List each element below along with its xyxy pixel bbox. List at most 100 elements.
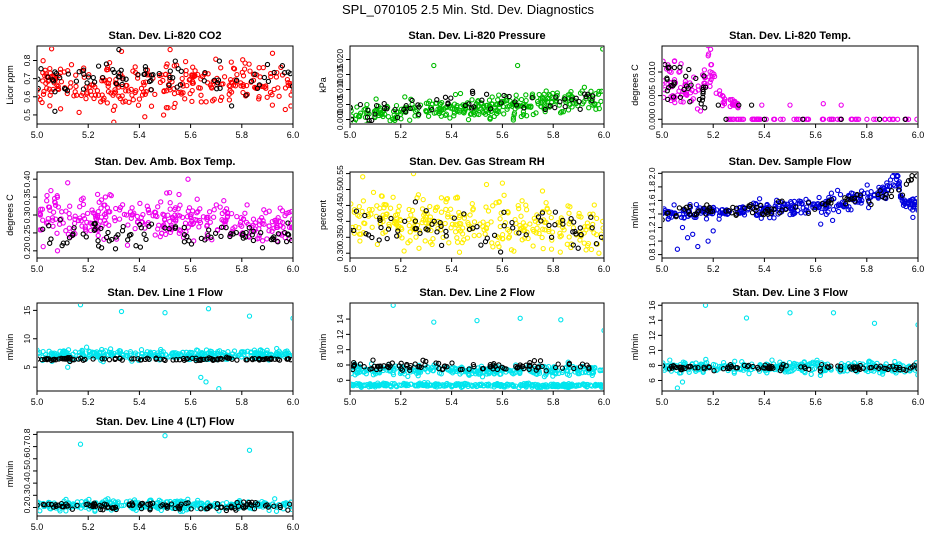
data-point xyxy=(408,212,414,218)
data-point xyxy=(443,228,449,235)
data-point xyxy=(396,203,402,209)
data-point xyxy=(529,95,535,101)
data-point xyxy=(708,61,715,68)
data-point xyxy=(228,103,235,109)
x-tick-label: 5.4 xyxy=(758,264,771,274)
data-point xyxy=(426,220,432,226)
data-point xyxy=(84,91,90,97)
data-point xyxy=(271,69,277,76)
data-point xyxy=(57,66,64,72)
data-point xyxy=(888,193,895,200)
data-point xyxy=(557,99,563,105)
data-point xyxy=(209,237,215,243)
data-point xyxy=(597,367,603,373)
data-point xyxy=(130,502,136,508)
y-tick-label: 8 xyxy=(335,362,345,367)
x-tick-label: 5.0 xyxy=(31,397,44,407)
data-point xyxy=(142,64,149,70)
data-point xyxy=(211,77,218,83)
data-point xyxy=(530,226,536,233)
data-point xyxy=(536,230,542,237)
data-point xyxy=(162,310,168,316)
data-point xyxy=(895,181,901,188)
data-point xyxy=(896,361,903,367)
data-point xyxy=(241,499,247,505)
data-point xyxy=(687,99,693,105)
y-tick-label: 1.2 xyxy=(647,221,657,233)
data-point xyxy=(514,62,521,69)
data-point xyxy=(391,381,398,387)
data-point xyxy=(593,106,599,112)
data-point xyxy=(858,200,864,206)
data-point xyxy=(145,501,151,507)
data-point xyxy=(877,188,883,194)
data-point xyxy=(488,108,495,114)
data-point xyxy=(175,66,181,72)
data-point xyxy=(61,69,67,75)
data-point xyxy=(200,356,207,363)
x-tick-label: 5.6 xyxy=(184,522,197,532)
data-point xyxy=(884,180,890,186)
data-point xyxy=(506,234,513,240)
data-point xyxy=(132,89,138,96)
data-point xyxy=(763,116,769,122)
data-point xyxy=(548,214,554,221)
data-point xyxy=(771,215,777,221)
data-point xyxy=(842,195,848,201)
data-point xyxy=(47,103,53,109)
data-point xyxy=(228,505,235,511)
data-point xyxy=(388,384,394,390)
data-point xyxy=(187,213,194,219)
data-point xyxy=(280,506,286,512)
data-point xyxy=(290,315,292,321)
data-point xyxy=(277,502,283,509)
data-point xyxy=(109,505,115,511)
data-point xyxy=(707,69,713,75)
data-point xyxy=(189,350,195,356)
data-point xyxy=(238,350,244,356)
data-point xyxy=(402,94,408,100)
data-point xyxy=(526,362,533,368)
data-point xyxy=(253,85,259,91)
data-point xyxy=(355,113,362,120)
data-point xyxy=(367,366,373,372)
data-point xyxy=(156,70,162,77)
plot-title: Stan. Dev. Li-820 Pressure xyxy=(408,30,545,42)
data-point xyxy=(828,190,835,196)
data-point xyxy=(477,382,484,389)
data-point xyxy=(135,102,142,108)
data-point xyxy=(412,218,419,224)
data-point xyxy=(47,65,53,72)
data-point xyxy=(592,383,598,389)
data-point xyxy=(46,223,52,229)
data-point xyxy=(456,109,463,115)
x-tick-label: 5.2 xyxy=(82,130,95,140)
data-point xyxy=(696,96,703,103)
data-point xyxy=(152,91,158,98)
data-point xyxy=(663,211,665,217)
data-point xyxy=(487,369,493,375)
data-point xyxy=(117,204,124,211)
data-point xyxy=(868,364,875,371)
data-point xyxy=(100,74,106,81)
y-axis-label: Licor ppm xyxy=(5,65,15,105)
data-point xyxy=(788,200,795,206)
data-point xyxy=(601,328,603,333)
data-point xyxy=(520,220,526,226)
x-tick-label: 5.4 xyxy=(133,130,146,140)
data-point xyxy=(161,88,167,94)
data-point xyxy=(190,64,196,70)
data-point xyxy=(134,75,141,81)
data-point xyxy=(501,209,507,215)
data-point xyxy=(359,208,365,215)
data-point xyxy=(459,366,465,373)
data-point xyxy=(683,73,689,79)
data-point xyxy=(391,112,397,118)
data-point xyxy=(164,503,170,510)
data-point xyxy=(539,234,545,241)
x-tick-label: 5.2 xyxy=(707,397,720,407)
data-point xyxy=(434,97,440,103)
data-point xyxy=(374,203,380,209)
y-tick-label: 6 xyxy=(647,378,657,383)
